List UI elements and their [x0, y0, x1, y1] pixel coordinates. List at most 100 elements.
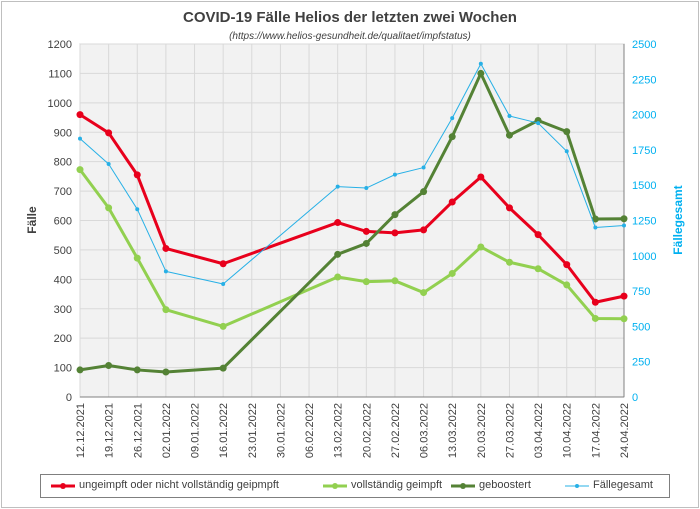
series-point-2: [505, 131, 513, 139]
series-point-2: [448, 133, 456, 141]
series-point-3: [135, 207, 140, 212]
series-line-3: [79, 63, 625, 285]
y-tick-label: 1200: [48, 39, 72, 51]
y2-tick-label: 1250: [632, 216, 656, 228]
series-point-2: [362, 239, 370, 247]
series-point-0: [362, 227, 370, 235]
y2-tick-label: 1000: [632, 251, 656, 263]
series-point-1: [563, 281, 571, 289]
y-tick-label: 0: [66, 392, 72, 404]
series-point-1: [219, 322, 227, 330]
series-point-3: [163, 269, 168, 274]
y-tick-label: 600: [54, 216, 72, 228]
series-point-2: [133, 366, 141, 374]
x-tick-label: 10.04.2022: [562, 403, 574, 458]
series-point-2: [591, 215, 599, 223]
legend-marker-ungeimpft: [51, 483, 75, 489]
series-point-2: [477, 69, 485, 77]
x-tick-label: 23.01.2022: [247, 403, 259, 458]
series-point-3: [478, 61, 483, 66]
series-point-1: [162, 306, 170, 314]
y2-tick-label: 2000: [632, 110, 656, 122]
series-point-3: [564, 149, 569, 154]
series-point-1: [477, 243, 485, 251]
series-point-1: [391, 277, 399, 285]
series-point-0: [76, 111, 84, 119]
series-line-2: [79, 71, 625, 374]
chart-title: COVID-19 Fälle Helios der letzten zwei W…: [183, 9, 517, 26]
series-point-1: [105, 204, 113, 212]
series-point-0: [420, 226, 428, 234]
series-point-1: [334, 273, 342, 281]
series-point-1: [362, 278, 370, 286]
series-point-1: [448, 269, 456, 277]
x-tick-label: 26.12.2021: [132, 403, 144, 458]
series-point-0: [162, 244, 170, 252]
series-point-0: [477, 173, 485, 181]
y-tick-label: 1100: [48, 68, 72, 80]
y2-tick-label: 1500: [632, 180, 656, 192]
series-point-0: [448, 198, 456, 206]
series-point-3: [78, 136, 82, 141]
legend-marker-geboostert: [451, 483, 475, 489]
series-point-2: [563, 128, 571, 136]
y-tick-label: 400: [54, 274, 72, 286]
legend-label-ungeimpft: ungeimpft oder nicht vollständig geipmpf…: [79, 479, 279, 491]
series-point-0: [219, 260, 227, 268]
chart-subtitle: (https://www.helios-gesundheit.de/qualit…: [229, 31, 471, 42]
series-point-2: [420, 188, 428, 196]
y-tick-label: 800: [54, 157, 72, 169]
series-point-3: [450, 116, 455, 121]
y-tick-label: 500: [54, 245, 72, 257]
x-tick-label: 09.01.2022: [190, 403, 202, 458]
x-tick-label: 03.04.2022: [533, 403, 545, 458]
series-point-1: [76, 166, 84, 174]
series-point-2: [334, 250, 342, 258]
x-tick-label: 16.01.2022: [218, 403, 230, 458]
x-tick-label: 06.03.2022: [419, 403, 431, 458]
series-point-3: [392, 172, 397, 177]
legend: ungeimpft oder nicht vollständig geipmpf…: [40, 474, 670, 498]
legend-marker-vollstaendig: [323, 483, 347, 489]
series-point-3: [106, 162, 111, 167]
series-point-0: [505, 204, 513, 212]
y-tick-label: 300: [54, 304, 72, 316]
legend-marker-faellegesamt: [565, 484, 589, 488]
y2-tick-label: 1750: [632, 145, 656, 157]
x-tick-label: 20.03.2022: [476, 403, 488, 458]
x-tick-label: 27.02.2022: [390, 403, 402, 458]
x-tick-label: 30.01.2022: [275, 403, 287, 458]
legend-label-faellegesamt: Fällegesamt: [593, 479, 653, 491]
x-tick-label: 17.04.2022: [590, 403, 602, 458]
series-point-1: [534, 265, 542, 273]
series-point-0: [334, 219, 342, 227]
series-point-0: [105, 129, 113, 137]
series-point-3: [335, 184, 340, 189]
y-tick-label: 100: [54, 363, 72, 375]
y2-axis-title: Fällegesamt: [671, 185, 685, 254]
y-tick-label: 900: [54, 127, 72, 139]
y-tick-label: 1000: [48, 98, 72, 110]
y2-tick-label: 750: [632, 286, 650, 298]
y2-tick-label: 2500: [632, 39, 656, 51]
y-tick-label: 700: [54, 186, 72, 198]
y2-tick-label: 500: [632, 321, 650, 333]
x-tick-label: 27.03.2022: [504, 403, 516, 458]
series-point-2: [219, 364, 227, 372]
series-point-0: [534, 231, 542, 239]
x-tick-label: 13.03.2022: [447, 403, 459, 458]
series-point-3: [593, 225, 598, 230]
series-point-1: [505, 258, 513, 266]
legend-label-vollstaendig: vollständig geimpft: [351, 479, 443, 491]
series-line-1: [78, 168, 625, 328]
series-point-1: [133, 254, 141, 262]
series-point-0: [391, 229, 399, 237]
y2-tick-label: 2250: [632, 74, 656, 86]
y2-tick-label: 250: [632, 357, 650, 369]
series-point-1: [420, 289, 428, 297]
series-point-3: [221, 282, 226, 287]
x-tick-label: 19.12.2021: [104, 403, 116, 458]
y-tick-label: 200: [54, 333, 72, 345]
x-tick-label: 06.02.2022: [304, 403, 316, 458]
